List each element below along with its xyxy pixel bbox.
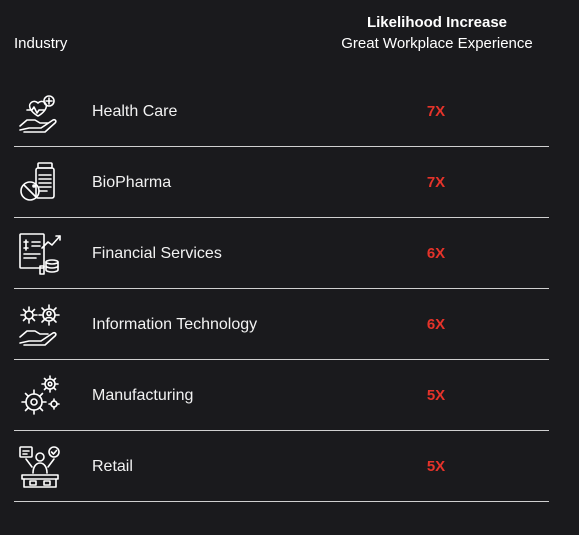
metric-column-header: Likelihood Increase Great Workplace Expe… bbox=[320, 12, 554, 54]
table-row: Retail 5X bbox=[14, 431, 549, 502]
table-row: Financial Services 6X bbox=[14, 218, 549, 289]
biopharma-icon bbox=[16, 159, 64, 207]
information-technology-icon bbox=[16, 301, 64, 349]
industry-name: Health Care bbox=[92, 103, 178, 120]
metric-header-line2: Great Workplace Experience bbox=[341, 35, 533, 52]
industry-table: Health Care 7X BioPharma 7X bbox=[14, 76, 549, 502]
retail-icon bbox=[16, 443, 64, 491]
table-row: Information Technology 6X bbox=[14, 289, 549, 360]
industry-column-header: Industry bbox=[14, 35, 68, 52]
manufacturing-icon bbox=[16, 372, 64, 420]
industry-name: Financial Services bbox=[92, 245, 222, 262]
likelihood-value: 5X bbox=[426, 387, 446, 404]
likelihood-value: 6X bbox=[426, 245, 446, 262]
financial-services-icon bbox=[16, 230, 64, 278]
table-row: BioPharma 7X bbox=[14, 147, 549, 218]
industry-name: BioPharma bbox=[92, 174, 172, 191]
metric-header-line1: Likelihood Increase bbox=[366, 14, 508, 31]
likelihood-value: 6X bbox=[426, 316, 446, 333]
industry-name: Information Technology bbox=[92, 316, 258, 333]
health-care-icon bbox=[16, 88, 64, 136]
table-row: Manufacturing 5X bbox=[14, 360, 549, 431]
likelihood-value: 7X bbox=[426, 103, 446, 120]
likelihood-value: 7X bbox=[426, 174, 446, 191]
likelihood-value: 5X bbox=[426, 458, 446, 475]
industry-name: Manufacturing bbox=[92, 387, 194, 404]
industry-name: Retail bbox=[92, 458, 133, 475]
table-row: Health Care 7X bbox=[14, 76, 549, 147]
